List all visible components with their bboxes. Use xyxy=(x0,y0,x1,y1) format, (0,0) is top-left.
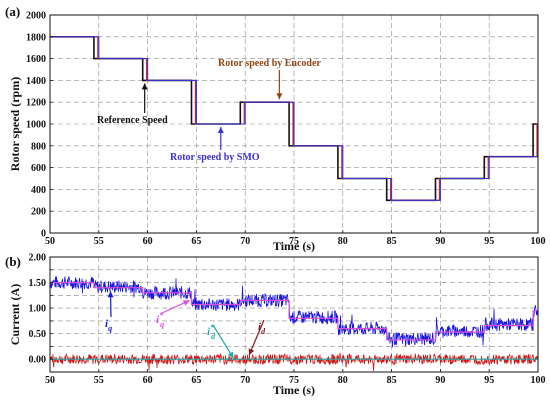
y-axis-title: Current (A) xyxy=(8,284,22,345)
annotation-label: i*d xyxy=(207,323,216,341)
y-axis-title: Rotor speed (rpm) xyxy=(8,77,22,171)
x-tick-label: 80 xyxy=(338,236,348,247)
x-tick-label: 80 xyxy=(338,375,348,386)
y-tick-label: 1600 xyxy=(26,54,46,65)
y-tick-label: 600 xyxy=(31,163,46,174)
x-tick-label: 100 xyxy=(531,236,546,247)
x-tick-label: 50 xyxy=(45,236,55,247)
x-tick-label: 85 xyxy=(387,375,397,386)
x-tick-label: 95 xyxy=(484,236,494,247)
x-tick-label: 85 xyxy=(387,236,397,247)
x-tick-label: 70 xyxy=(240,375,250,386)
y-tick-label: 2000 xyxy=(26,11,46,22)
annotation-label: Rotor speed by SMO xyxy=(170,152,260,163)
x-tick-label: 95 xyxy=(484,375,494,386)
annotation-sub: d xyxy=(261,327,266,336)
y-tick-label: 2.00 xyxy=(29,253,47,264)
x-axis-title: Time (s) xyxy=(273,383,315,397)
annotation-arrowhead xyxy=(276,93,282,99)
x-axis-title: Time (s) xyxy=(273,239,315,253)
y-tick-label: 0.00 xyxy=(29,355,47,366)
x-tick-label: 100 xyxy=(531,375,546,386)
panel-label: (b) xyxy=(5,254,21,269)
annotation-arrowhead xyxy=(218,127,224,133)
annotation-label: iq xyxy=(105,318,112,333)
y-tick-label: 1200 xyxy=(26,98,46,109)
x-tick-label: 60 xyxy=(143,375,153,386)
y-tick-label: 1800 xyxy=(26,32,46,43)
y-tick-label: 1400 xyxy=(26,76,46,87)
y-tick-label: 800 xyxy=(31,141,46,152)
y-tick-label: 1.00 xyxy=(29,304,47,315)
annotation-sub: d xyxy=(211,332,216,341)
x-tick-label: 90 xyxy=(435,375,445,386)
annotation-label: i*q xyxy=(156,311,164,329)
y-tick-label: 0.50 xyxy=(29,329,47,340)
x-tick-label: 90 xyxy=(435,236,445,247)
y-tick-label: 1.50 xyxy=(29,278,47,289)
annotation-label: Reference Speed xyxy=(97,115,168,126)
annotation-arrowhead xyxy=(108,291,114,297)
x-tick-label: 70 xyxy=(240,236,250,247)
x-tick-label: 65 xyxy=(191,375,201,386)
x-tick-label: 55 xyxy=(94,236,104,247)
annotation-arrowhead xyxy=(142,83,148,89)
annotation-sub: q xyxy=(160,320,164,329)
x-tick-label: 55 xyxy=(94,375,104,386)
y-tick-label: 1000 xyxy=(26,120,46,131)
y-tick-label: 0 xyxy=(41,229,46,240)
y-tick-label: 400 xyxy=(31,185,46,196)
x-tick-label: 50 xyxy=(45,375,55,386)
y-tick-label: 200 xyxy=(31,207,46,218)
annotation-sub: q xyxy=(108,324,112,333)
x-tick-label: 60 xyxy=(143,236,153,247)
annotation-label: Rotor speed by Encoder xyxy=(218,58,321,69)
panel-label: (a) xyxy=(5,4,20,19)
x-tick-label: 65 xyxy=(191,236,201,247)
